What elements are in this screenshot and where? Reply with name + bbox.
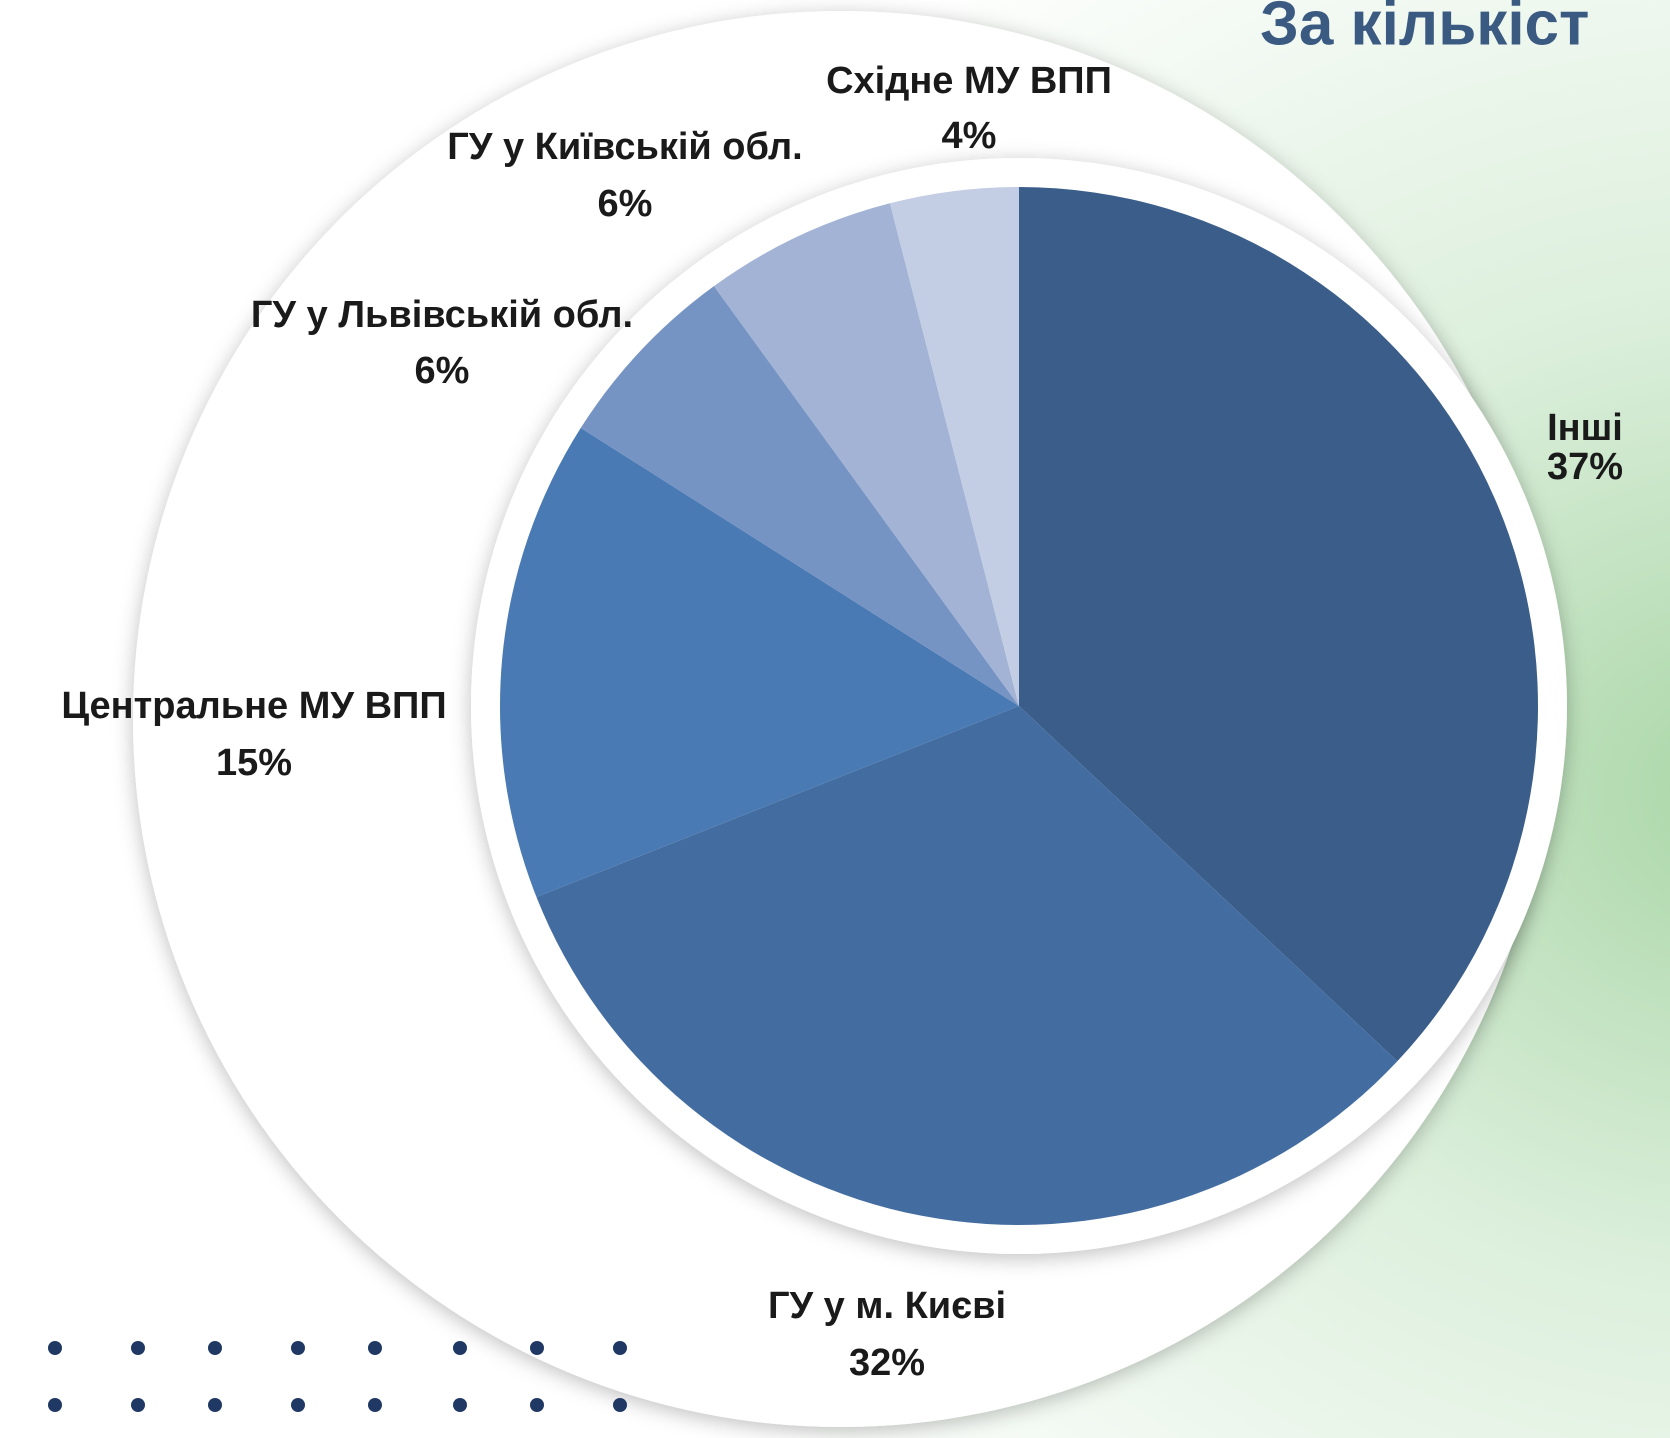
slice-label: ГУ у Київській обл. <box>447 126 803 168</box>
chart-title: За кількіст <box>1260 0 1589 58</box>
slice-label: Східне МУ ВПП <box>826 60 1112 102</box>
slice-value-label: 6% <box>415 350 470 392</box>
pie-slice <box>580 286 1019 706</box>
slice-value-label: 4% <box>942 115 997 157</box>
slice-value-label: 32% <box>849 1342 925 1384</box>
slice-label: Інші <box>1547 407 1623 449</box>
slice-label: ГУ у м. Києві <box>768 1285 1006 1327</box>
slice-label: ГУ у Львівській обл. <box>251 294 633 336</box>
pie-slice <box>713 203 1019 706</box>
slice-value-label: 15% <box>216 742 292 784</box>
pie-slice <box>500 427 1020 898</box>
pie-slice <box>536 706 1398 1226</box>
slice-label: Центральне МУ ВПП <box>61 685 446 727</box>
slice-value-label: 6% <box>598 183 653 225</box>
dot-pattern <box>48 1341 627 1412</box>
slice-value-label: 37% <box>1547 446 1623 488</box>
pie-slice <box>1019 187 1538 1062</box>
pie-slice <box>889 187 1019 706</box>
